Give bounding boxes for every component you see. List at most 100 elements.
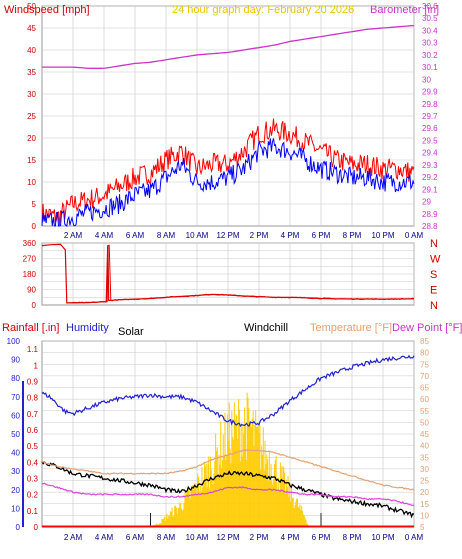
barometer-tick-label: 29.9 bbox=[422, 88, 438, 97]
windchill-series-line bbox=[41, 461, 415, 519]
time-tick-label: 8 PM bbox=[343, 533, 362, 542]
barometer-axis-label: Barometer [in] bbox=[370, 4, 439, 16]
temperature-tick-label: 60 bbox=[420, 395, 429, 404]
barometer-tick-label: 29.6 bbox=[422, 124, 438, 133]
humidity-tick-label: 30 bbox=[11, 467, 20, 476]
panel-wind-direction-series bbox=[41, 243, 415, 304]
windspeed-tick-label: 10 bbox=[27, 178, 36, 187]
compass-label: N bbox=[430, 300, 438, 312]
time-tick-label: 2 AM bbox=[64, 231, 83, 240]
temperature-tick-label: 70 bbox=[420, 372, 429, 381]
solar-axis-label: Solar bbox=[118, 326, 144, 338]
dew_point-series-line bbox=[41, 482, 415, 507]
barometer-tick-label: 30.1 bbox=[422, 63, 438, 72]
time-tick-label: 8 AM bbox=[157, 533, 176, 542]
humidity-tick-label: 90 bbox=[11, 356, 20, 365]
wind_gust-series-line bbox=[41, 118, 415, 226]
temperature-tick-label: 30 bbox=[420, 465, 429, 474]
panel-weather-multi-series bbox=[41, 354, 415, 528]
time-tick-label: 6 PM bbox=[312, 231, 331, 240]
time-tick-label: 4 PM bbox=[281, 533, 300, 542]
temperature-tick-label: 50 bbox=[420, 418, 429, 427]
panel-wind-direction-grid bbox=[42, 242, 415, 305]
barometer-tick-label: 28.9 bbox=[422, 210, 438, 219]
time-tick-label: 0 AM bbox=[405, 231, 424, 240]
dew-point-axis-label: Dew Point [°F] bbox=[392, 322, 462, 334]
time-tick-label: 2 AM bbox=[64, 533, 83, 542]
time-tick-label: 4 AM bbox=[95, 231, 114, 240]
time-tick-label: 12 PM bbox=[216, 533, 239, 542]
barometer-tick-label: 30.5 bbox=[422, 14, 438, 23]
rainfall-tick-label: 0.7 bbox=[27, 410, 39, 419]
rainfall-tick-label: 0.5 bbox=[27, 442, 39, 451]
direction-tick-label: 360 bbox=[23, 239, 37, 248]
barometer-tick-label: 29.3 bbox=[422, 161, 438, 170]
barometer-tick-label: 29.2 bbox=[422, 173, 438, 182]
barometer-tick-label: 29.4 bbox=[422, 149, 438, 158]
rainfall-tick-label: 1 bbox=[34, 361, 39, 370]
barometer-tick-label: 29.1 bbox=[422, 185, 438, 194]
time-tick-label: 0 AM bbox=[405, 533, 424, 542]
time-tick-label: 10 AM bbox=[186, 533, 209, 542]
rainfall-axis-label: Rainfall [.in] bbox=[2, 322, 59, 334]
wind_avg-series-line bbox=[41, 138, 415, 227]
direction-tick-label: 180 bbox=[23, 270, 37, 279]
rainfall-tick-label: 0.4 bbox=[27, 458, 39, 467]
windspeed-tick-label: 30 bbox=[27, 90, 36, 99]
humidity-scale-bar bbox=[22, 381, 24, 527]
barometer-tick-label: 28.8 bbox=[422, 222, 438, 231]
humidity-tick-label: 70 bbox=[11, 393, 20, 402]
windspeed-tick-label: 25 bbox=[27, 112, 36, 121]
humidity-axis-label: Humidity bbox=[66, 322, 109, 334]
humidity-tick-label: 40 bbox=[11, 449, 20, 458]
barometer-tick-label: 29.8 bbox=[422, 100, 438, 109]
barometer-tick-label: 29.5 bbox=[422, 136, 438, 145]
time-tick-label: 10 AM bbox=[186, 231, 209, 240]
windspeed-tick-label: 50 bbox=[27, 2, 36, 11]
windspeed-tick-label: 5 bbox=[32, 200, 37, 209]
rainfall-tick-label: 1.1 bbox=[27, 345, 39, 354]
windspeed-tick-label: 15 bbox=[27, 156, 36, 165]
time-tick-label: 4 PM bbox=[281, 231, 300, 240]
panel-wind-barometer-series bbox=[41, 24, 415, 227]
compass-label: W bbox=[430, 254, 441, 266]
time-tick-label: 8 PM bbox=[343, 231, 362, 240]
chart-title: 24 hour graph day: February 20 2026 bbox=[172, 4, 354, 16]
temperature-tick-label: 20 bbox=[420, 488, 429, 497]
temperature-tick-label: 75 bbox=[420, 360, 429, 369]
temperature-tick-label: 55 bbox=[420, 407, 429, 416]
panel-weather-multi-ticks: 5101520253035404550556065707580850102030… bbox=[7, 337, 430, 542]
barometer-series-line bbox=[42, 24, 415, 69]
temperature-tick-label: 80 bbox=[420, 349, 429, 358]
temperature-tick-label: 10 bbox=[420, 511, 429, 520]
direction-tick-label: 90 bbox=[27, 286, 36, 295]
time-tick-label: 10 PM bbox=[371, 231, 394, 240]
temperature-tick-label: 45 bbox=[420, 430, 429, 439]
temperature-tick-label: 40 bbox=[420, 442, 429, 451]
direction-tick-label: 0 bbox=[32, 301, 37, 310]
rainfall-tick-label: 0.1 bbox=[27, 507, 39, 516]
temperature-axis-label: Temperature [°F] bbox=[310, 322, 392, 334]
temperature-tick-label: 5 bbox=[420, 523, 425, 532]
windspeed-tick-label: 40 bbox=[27, 46, 36, 55]
windchill-axis-label: Windchill bbox=[244, 322, 288, 334]
barometer-tick-label: 30.4 bbox=[422, 26, 438, 35]
barometer-tick-label: 29 bbox=[422, 198, 431, 207]
windspeed-tick-label: 45 bbox=[27, 24, 36, 33]
wind-direction-detail-line bbox=[68, 244, 415, 304]
panel-wind-barometer: 0 5 10 15 20 25 30 35 40 45 50 28.8 28.9 29 29.1 29.2 29… bbox=[4, 2, 439, 240]
humidity-tick-label: 10 bbox=[11, 504, 20, 513]
time-tick-label: 10 PM bbox=[371, 533, 394, 542]
windspeed-axis-label: Windspeed [mph] bbox=[4, 4, 90, 16]
barometer-tick-label: 30.2 bbox=[422, 51, 438, 60]
time-tick-label: 6 AM bbox=[126, 231, 145, 240]
rainfall-tick-label: 0 bbox=[34, 523, 39, 532]
direction-tick-label: 270 bbox=[23, 255, 37, 264]
temperature-tick-label: 25 bbox=[420, 477, 429, 486]
barometer-tick-label: 29.7 bbox=[422, 112, 438, 121]
humidity-tick-label: 80 bbox=[11, 374, 20, 383]
windspeed-tick-label: 0 bbox=[32, 222, 37, 231]
compass-label: E bbox=[430, 285, 437, 297]
